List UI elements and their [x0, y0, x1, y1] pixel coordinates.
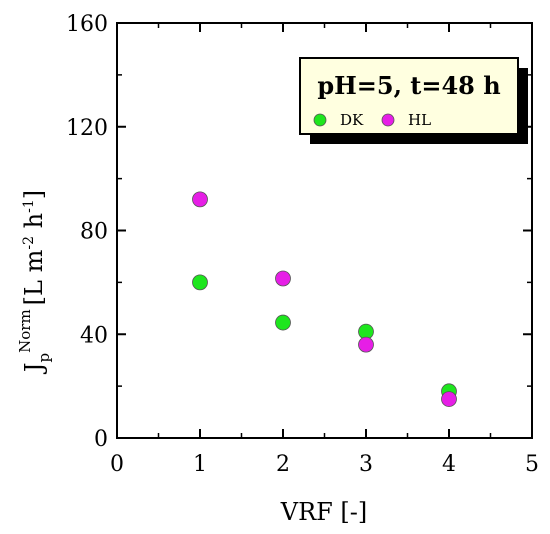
y-label-main: J	[20, 362, 48, 375]
x-axis-label: VRF [-]	[280, 498, 368, 526]
y-tick-label: 120	[66, 116, 108, 141]
y-label-unit-prefix: [L m	[20, 249, 48, 305]
y-label-subscript: p	[35, 353, 53, 363]
data-points	[192, 191, 457, 407]
data-point-hl	[358, 336, 374, 353]
x-tick-label: 0	[110, 452, 124, 477]
y-tick-label: 0	[94, 427, 108, 452]
y-label-superscript: Norm	[16, 309, 34, 353]
legend-box	[299, 57, 519, 135]
y-tick-label: 40	[80, 323, 108, 348]
x-tick-label: 1	[193, 452, 207, 477]
legend-title: pH=5, t=48 h	[317, 71, 500, 100]
y-axis-label: JpNorm [L m-2 h-1]	[16, 190, 53, 375]
legend-label-dk: DK	[340, 111, 364, 129]
x-tick-label: 2	[276, 452, 290, 477]
y-tick-label: 80	[80, 220, 108, 245]
x-tick-label: 5	[525, 452, 539, 477]
y-label-exp1: -2	[21, 236, 37, 250]
plot-frame	[116, 22, 533, 439]
legend-marker-hl	[381, 113, 395, 127]
x-axis-ticks: 0 1 2 3 4 5	[110, 23, 539, 477]
legend: pH=5, t=48 h DK HL	[299, 57, 528, 144]
y-label-unit-suffix: ]	[20, 190, 48, 199]
data-point-hl	[275, 270, 291, 287]
y-axis-ticks: 0 40 80 120 160	[66, 12, 532, 452]
legend-marker-dk	[313, 113, 327, 127]
x-tick-label: 3	[359, 452, 373, 477]
data-point-dk	[192, 274, 208, 291]
data-point-hl	[441, 391, 457, 407]
y-label-unit-mid: h	[20, 213, 48, 236]
legend-label-hl: HL	[408, 111, 431, 129]
y-label-exp2: -1	[21, 199, 37, 213]
data-point-dk	[275, 314, 291, 331]
data-point-hl	[192, 191, 208, 208]
y-tick-label: 160	[66, 12, 108, 37]
x-tick-label: 4	[442, 452, 456, 477]
